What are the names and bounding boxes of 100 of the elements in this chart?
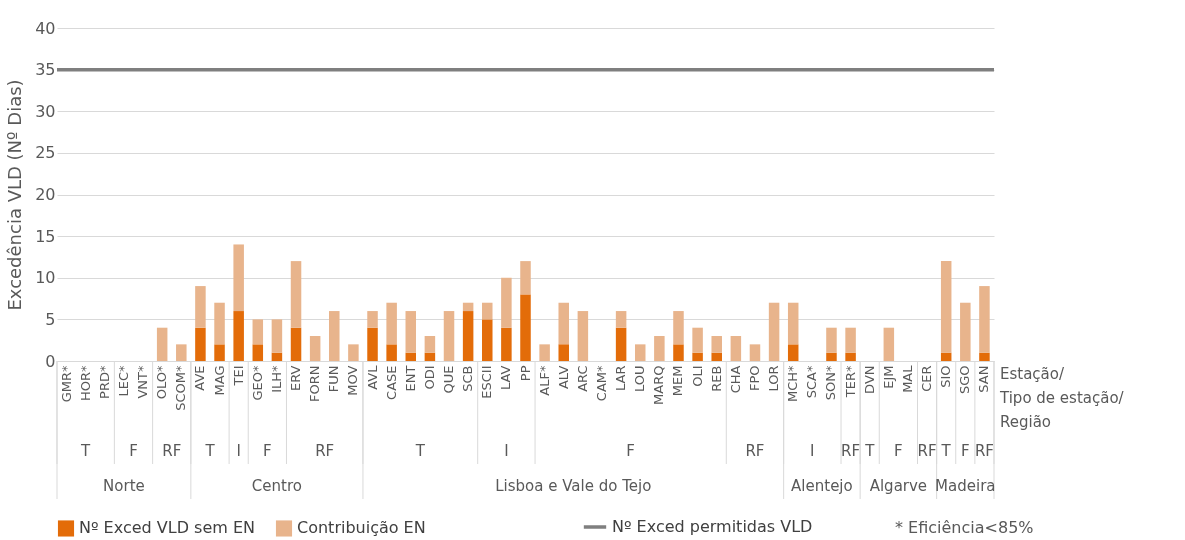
y-tick-label: 0 <box>45 351 56 371</box>
y-tick-label: 15 <box>35 226 56 246</box>
y-tick-label: 5 <box>45 309 56 329</box>
text: F <box>263 442 272 460</box>
text: I <box>236 442 241 460</box>
bar <box>768 302 780 361</box>
bar <box>424 336 436 353</box>
x-tick-label: ARC <box>574 365 590 392</box>
x-tick-label: SCOM* <box>173 365 189 411</box>
x-tick-label: MAL <box>899 364 915 393</box>
bar <box>233 311 244 361</box>
text: T <box>204 442 216 460</box>
x-tick-label: ERV <box>288 365 304 391</box>
bar <box>405 352 417 361</box>
x-tick-label: SIO <box>938 365 954 388</box>
text: Norte <box>103 477 145 495</box>
bar <box>290 261 302 328</box>
bar <box>558 302 569 345</box>
x-tick-label: OLI <box>689 365 705 387</box>
bar <box>214 302 225 345</box>
x-tick-label: LOR <box>766 365 782 392</box>
x-tick-label: FORN <box>307 365 323 402</box>
x-tick-label: HOR* <box>77 365 93 402</box>
bar <box>195 327 206 361</box>
x-tick-label: MOV <box>345 365 361 396</box>
x-tick-label: MCH* <box>785 365 801 403</box>
bar <box>214 344 225 361</box>
bar <box>252 344 264 361</box>
x-tick-label: LEC* <box>115 365 131 397</box>
text: Madeira <box>935 477 996 495</box>
x-tick-label: GMR* <box>58 365 74 403</box>
y-tick-label: 20 <box>35 185 56 204</box>
text: RF <box>315 442 335 460</box>
x-tick-label: LOU <box>632 365 648 393</box>
bar <box>615 327 627 361</box>
bar <box>195 286 206 328</box>
x-tick-label: ALF* <box>536 365 552 396</box>
bar <box>711 336 722 353</box>
x-tick-label: EJM <box>880 365 896 389</box>
bar <box>271 352 283 361</box>
bar <box>271 319 283 353</box>
bar <box>577 311 589 361</box>
x-tick-label: PP <box>517 365 533 382</box>
x-tick-label: ENT <box>402 365 418 392</box>
bar <box>826 352 837 361</box>
text: RF <box>745 442 765 460</box>
bar <box>309 336 321 361</box>
x-tick-label: CAM* <box>593 365 609 402</box>
text: T <box>864 442 876 460</box>
x-tick-label: TER* <box>842 365 858 399</box>
bar <box>692 327 703 353</box>
x-tick-label: LAV <box>498 365 514 390</box>
bar <box>233 244 244 312</box>
x-tick-label: PRD* <box>96 365 112 399</box>
x-tick-label: CER <box>919 365 935 392</box>
x-tick-label: SCA* <box>804 365 820 399</box>
legend-label: Contribuição EN <box>297 518 426 538</box>
y-tick-label: 30 <box>35 101 56 121</box>
text: Centro <box>251 477 302 495</box>
x-tick-label: ESCII <box>479 365 495 399</box>
bar <box>290 327 302 361</box>
y-tick-label: 40 <box>35 18 56 38</box>
bar <box>940 261 952 353</box>
x-tick-label: SAN <box>976 365 992 393</box>
bar <box>501 277 512 328</box>
text: I <box>810 442 815 460</box>
bar <box>482 319 493 361</box>
text: F <box>626 442 635 460</box>
y-tick-label: 35 <box>35 60 56 80</box>
text: F <box>894 442 903 460</box>
bar <box>501 327 512 361</box>
bar <box>520 261 531 295</box>
x-tick-label: GEO* <box>249 365 265 401</box>
y-axis-title: Excedência VLD (Nº Dias) <box>4 79 26 311</box>
x-tick-label: SON* <box>823 365 839 401</box>
bar <box>156 327 168 361</box>
x-tick-label: QUE <box>441 365 457 394</box>
text: F <box>961 442 970 460</box>
bar <box>673 311 684 345</box>
bar <box>634 344 646 361</box>
y-tick-label: 25 <box>35 143 56 163</box>
x-tick-label: MARQ <box>651 365 667 405</box>
x-tick-label: FUN <box>326 365 342 393</box>
bar <box>979 286 990 353</box>
bar <box>558 344 569 361</box>
bar <box>386 344 397 361</box>
bar <box>386 302 397 345</box>
x-tick-label: SCB <box>460 365 476 392</box>
bar <box>654 336 665 361</box>
text: * Eficiência<85% <box>895 518 1034 537</box>
x-axis-title: Estação/ Tipo de estação/ Região <box>999 365 1125 431</box>
bar <box>749 344 761 361</box>
x-tick-label: CHA <box>727 365 743 394</box>
x-tick-label: MEM <box>670 365 686 397</box>
text: Algarve <box>869 477 928 495</box>
bar <box>443 311 455 361</box>
text: RF <box>974 442 994 460</box>
bar <box>940 352 952 361</box>
bar <box>845 352 856 361</box>
text: I <box>504 442 509 460</box>
